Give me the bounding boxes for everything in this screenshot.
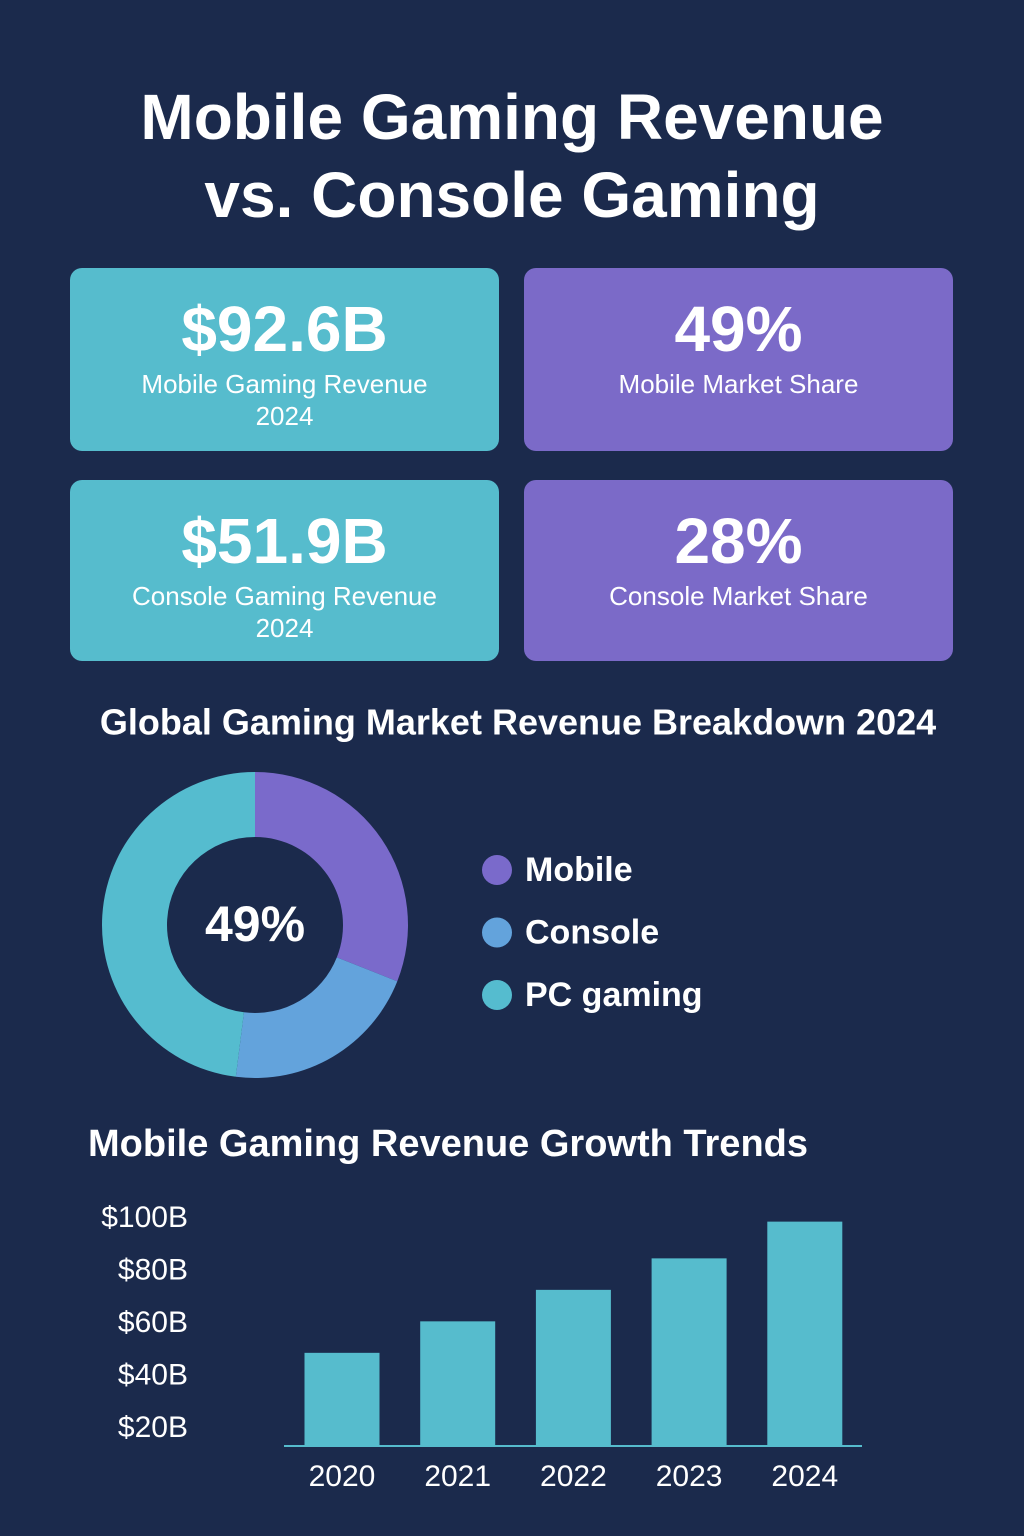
legend-label: Mobile (525, 851, 633, 889)
stat-card: $92.6B Mobile Gaming Revenue 2024 (70, 268, 499, 451)
donut-slice (101, 772, 255, 1077)
stat-card: 49% Mobile Market Share (524, 268, 953, 451)
stat-label: Console Market Share (609, 581, 868, 611)
chart-title: Global Gaming Market Revenue Breakdown 2… (100, 702, 936, 743)
x-tick-label: 2024 (771, 1460, 838, 1493)
stat-value: $92.6B (181, 293, 388, 365)
donut-slice (235, 957, 398, 1078)
y-tick-label: $40B (118, 1358, 188, 1391)
legend-label: Console (525, 913, 659, 951)
stat-value: $51.9B (181, 505, 388, 577)
bar (304, 1352, 380, 1446)
stat-card: 28% Console Market Share (524, 480, 953, 661)
y-tick-label: $100B (101, 1201, 188, 1234)
page-title: Mobile Gaming Revenue vs. Console Gaming (0, 78, 1024, 234)
legend-dot (482, 855, 512, 885)
y-tick-label: $80B (118, 1253, 188, 1286)
legend-dot (482, 917, 512, 948)
x-tick-label: 2021 (424, 1460, 491, 1493)
title-line: vs. Console Gaming (204, 159, 820, 231)
x-tick-label: 2020 (309, 1460, 376, 1493)
stat-label: Console Gaming Revenue 2024 (132, 581, 437, 643)
stat-value: 28% (674, 505, 803, 577)
stat-card: $51.9B Console Gaming Revenue 2024 (70, 480, 499, 661)
bar (535, 1289, 611, 1446)
bar (767, 1221, 843, 1446)
chart-title: Mobile Gaming Revenue Growth Trends (88, 1123, 808, 1165)
stat-label: Mobile Gaming Revenue 2024 (141, 369, 428, 431)
bar (651, 1258, 727, 1446)
charts: Global Gaming Market Revenue Breakdown 2… (88, 702, 936, 1493)
y-tick-label: $60B (118, 1306, 188, 1339)
y-tick-label: $20B (118, 1411, 188, 1444)
stat-value: 49% (674, 293, 803, 365)
x-tick-label: 2023 (656, 1460, 723, 1493)
legend-label: PC gaming (525, 976, 703, 1014)
legend-dot (482, 980, 512, 1010)
bar (420, 1321, 496, 1446)
donut-slice (255, 772, 408, 982)
title-line: Mobile Gaming Revenue (140, 81, 884, 153)
center-label: 49% (205, 896, 305, 952)
stat-label: Mobile Market Share (618, 369, 859, 399)
x-tick-label: 2022 (540, 1460, 607, 1493)
